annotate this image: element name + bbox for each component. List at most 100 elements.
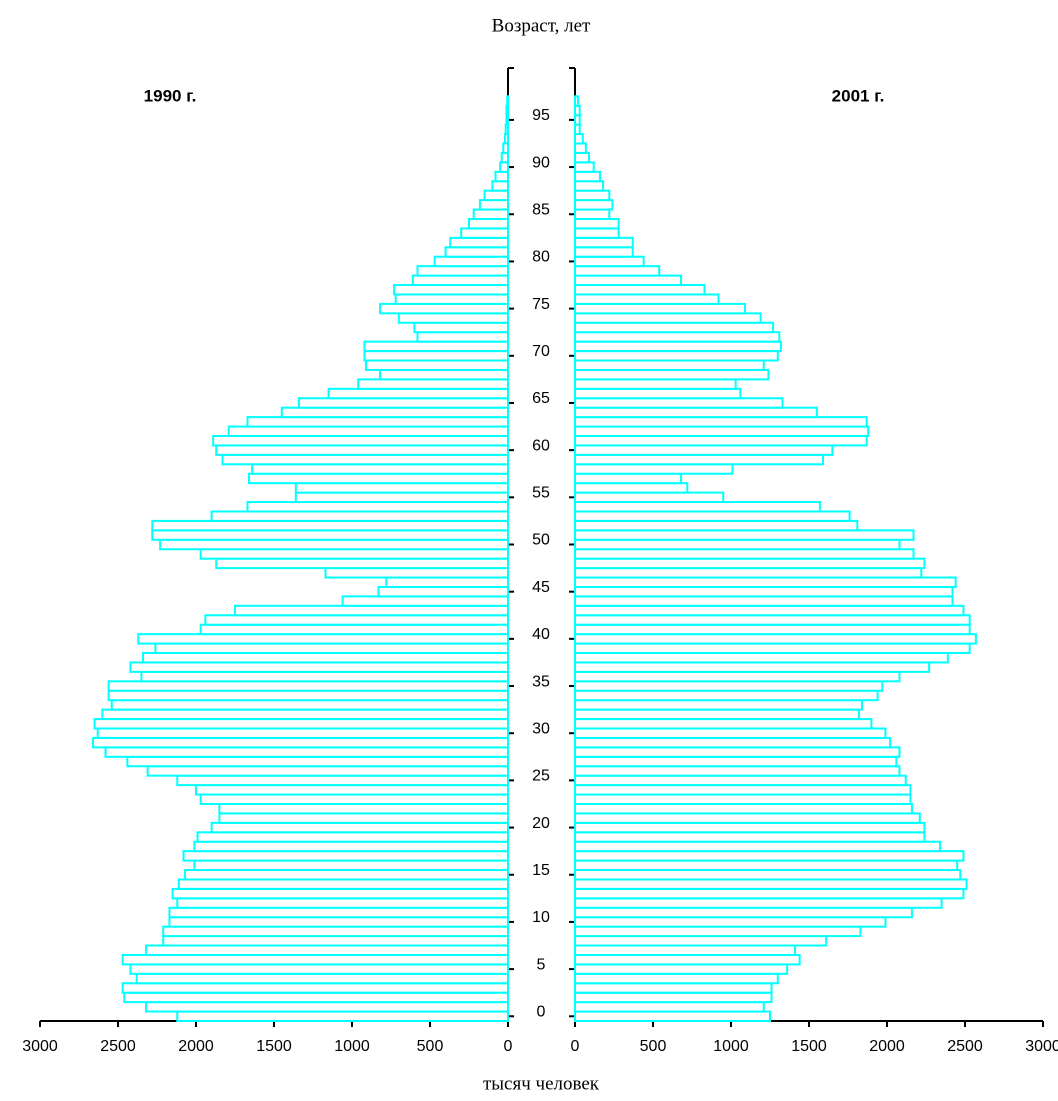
bar [379, 302, 509, 315]
bar [294, 491, 509, 504]
x-axis-label: тысяч человек [483, 1073, 600, 1094]
x-tick-label: 3000 [1025, 1038, 1058, 1055]
x-tick-label: 1000 [334, 1038, 370, 1055]
bar [574, 368, 770, 381]
bar [215, 444, 509, 456]
bar [449, 236, 509, 249]
bar [574, 123, 581, 136]
y-tick-label: 70 [532, 343, 550, 360]
bar [416, 331, 509, 343]
bar [491, 180, 509, 192]
y-tick-label: 45 [532, 579, 550, 596]
bar [574, 180, 605, 192]
bar [574, 784, 912, 796]
bar [483, 189, 510, 202]
bar [574, 991, 773, 1004]
bar [574, 387, 742, 400]
panel-label: 2001 г. [832, 86, 885, 105]
bar [280, 406, 509, 419]
bar [574, 746, 901, 758]
bar [574, 491, 725, 504]
bar [574, 236, 634, 249]
bar [574, 510, 851, 522]
bar [574, 831, 926, 843]
bar [574, 755, 898, 768]
bar [379, 368, 509, 381]
bar [574, 529, 915, 541]
bar [574, 557, 926, 570]
bar [140, 670, 509, 683]
bar [212, 434, 509, 447]
y-tick-label: 90 [532, 154, 550, 171]
y-tick-label: 35 [532, 673, 550, 690]
bar [494, 170, 509, 183]
bar [500, 151, 510, 164]
bar [135, 972, 509, 985]
bar [574, 821, 926, 834]
bar [363, 340, 510, 353]
x-tick-label: 2500 [947, 1038, 983, 1055]
bar [385, 576, 510, 588]
y-tick-label: 95 [532, 107, 550, 124]
bar [574, 255, 645, 268]
bar [574, 812, 921, 824]
bar [574, 331, 781, 343]
x-tick-label: 2000 [178, 1038, 214, 1055]
bar [168, 906, 509, 919]
bar [104, 746, 510, 758]
bar [574, 133, 584, 145]
y-tick-label: 40 [532, 626, 550, 643]
bar [341, 595, 510, 607]
bar [574, 718, 873, 730]
y-tick-label: 85 [532, 201, 550, 218]
x-tick-label: 0 [571, 1038, 580, 1055]
bar [218, 802, 509, 815]
bar [159, 538, 509, 551]
bar [168, 916, 509, 928]
bar [574, 359, 765, 371]
bar [499, 161, 510, 173]
y-tick-label: 15 [532, 862, 550, 879]
bar [574, 699, 864, 711]
bar [504, 123, 510, 136]
bar [574, 680, 884, 692]
bar [574, 453, 825, 466]
bar [184, 869, 510, 881]
bar [574, 727, 887, 739]
bar [574, 953, 801, 966]
bar [505, 114, 510, 126]
bar [182, 850, 510, 862]
bar [574, 765, 901, 777]
bar [574, 397, 784, 409]
bar [199, 623, 509, 636]
bar [574, 170, 601, 183]
bar [574, 548, 915, 560]
bar [199, 793, 509, 805]
bar [574, 227, 620, 239]
bar [324, 567, 510, 579]
y-tick-label: 20 [532, 815, 550, 832]
bar [93, 718, 509, 730]
y-tick-label: 65 [532, 390, 550, 407]
bar [297, 397, 509, 409]
bar [574, 265, 661, 277]
bar [574, 217, 620, 230]
bar [574, 585, 954, 598]
bar [574, 736, 892, 749]
bar [574, 312, 762, 324]
bar [246, 416, 509, 428]
bar [123, 991, 510, 1004]
bar [574, 293, 720, 305]
bar [162, 935, 510, 947]
bar [574, 840, 942, 853]
bar [193, 840, 509, 853]
bar [227, 425, 509, 437]
bar [574, 793, 912, 805]
bar [574, 274, 683, 287]
bar [141, 652, 510, 664]
bar [468, 217, 509, 230]
y-tick-label: 10 [532, 909, 550, 926]
bar [177, 878, 509, 890]
x-tick-label: 1500 [256, 1038, 292, 1055]
